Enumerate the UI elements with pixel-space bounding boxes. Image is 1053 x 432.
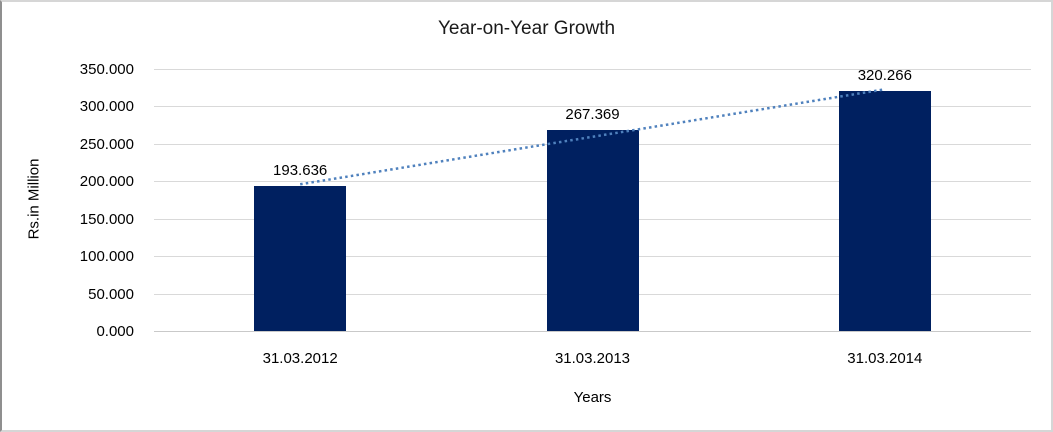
y-tick-label: 300.000 [79, 98, 134, 115]
bar-data-label: 320.266 [857, 66, 912, 84]
y-tick-label: 250.000 [79, 135, 134, 153]
y-tick-label: 100.000 [79, 248, 134, 265]
y-tick-label: 350.000 [79, 60, 134, 78]
gridline [154, 68, 1031, 70]
y-tick-label: 200.000 [79, 173, 134, 190]
x-category-label: 31.03.2013 [554, 350, 631, 367]
x-category-label: 31.03.2014 [847, 350, 923, 367]
bar-data-label: 193.636 [273, 161, 328, 179]
x-category-label: 31.03.2012 [262, 350, 338, 367]
y-tick-label: 150.000 [79, 210, 134, 228]
y-tick-label: 0.000 [96, 323, 134, 340]
y-tick-label: 50.000 [88, 285, 134, 303]
gridline [154, 331, 1031, 332]
chart-title: Year-on-Year Growth [437, 18, 616, 39]
bar [838, 90, 931, 331]
bar [254, 185, 347, 331]
x-axis-title: Years [573, 389, 612, 406]
bar [546, 130, 639, 331]
y-axis-title: Rs.in Million [25, 158, 43, 240]
bar-data-label: 267.369 [565, 106, 620, 124]
